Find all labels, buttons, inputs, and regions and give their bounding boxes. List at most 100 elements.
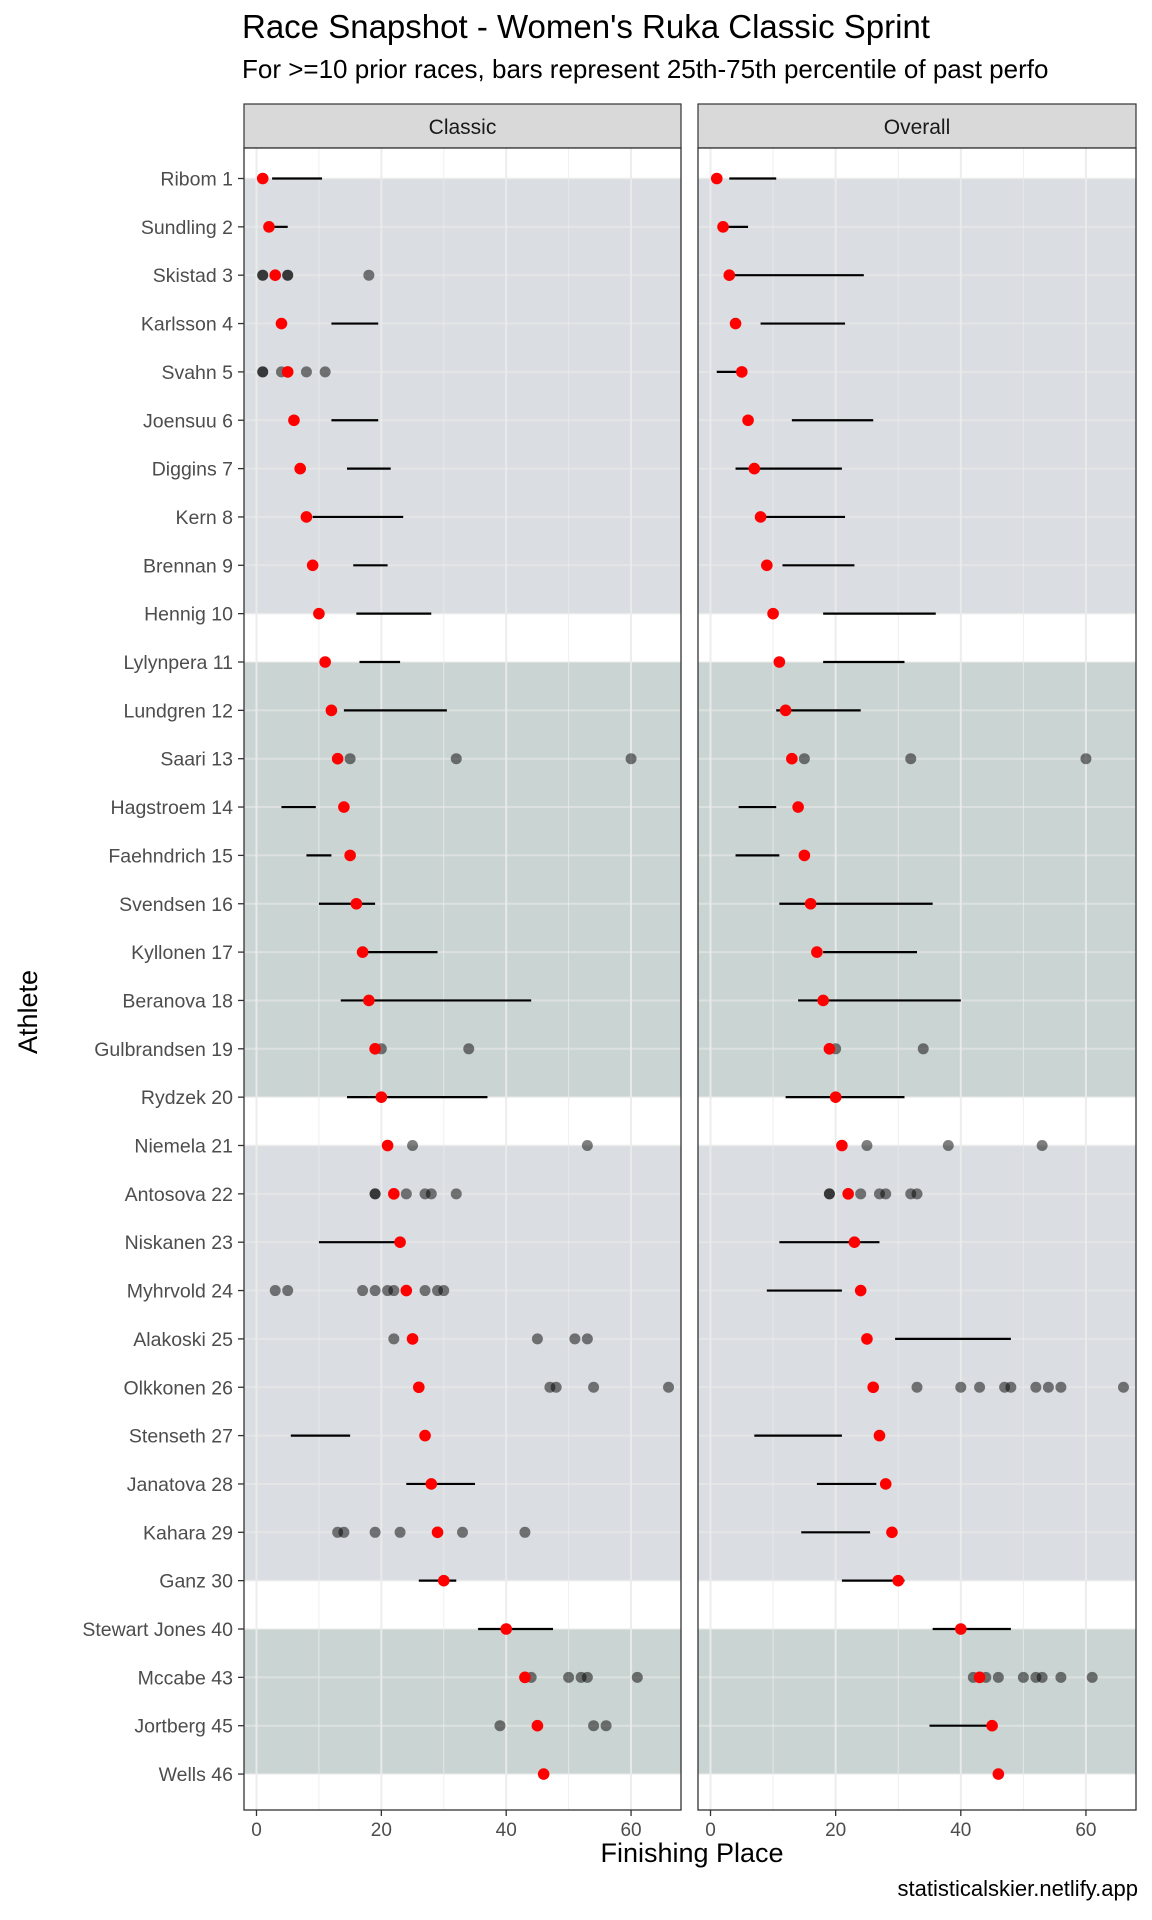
current-result-point [325,704,338,717]
current-result-point [388,1188,400,1200]
current-result-point [867,1381,879,1394]
past-result-point [425,1188,437,1200]
current-result-point [331,752,344,765]
past-result-point [338,1526,350,1538]
athlete-label: Ganz 30 [159,1571,233,1593]
past-result-point [369,1285,381,1297]
current-result-point [344,849,356,862]
athlete-label: Sundling 2 [141,217,233,239]
athlete-label: Skistad 3 [153,265,233,287]
current-result-point [767,607,779,620]
past-result-point [581,1333,593,1345]
past-result-point [531,1333,543,1345]
x-tick-label: 20 [825,1820,846,1841]
group-band [244,662,681,1098]
past-result-point [1017,1671,1029,1683]
past-result-point [1036,1140,1048,1151]
current-result-point [263,221,275,233]
current-result-point [786,752,798,765]
athlete-label: Mccabe 43 [138,1667,233,1689]
past-result-point [344,753,356,765]
current-result-point [400,1284,413,1297]
past-result-point [563,1671,575,1683]
current-result-point [375,1091,388,1103]
past-result-point [550,1381,562,1393]
current-result-point [281,366,294,378]
past-result-point [905,753,917,765]
past-result-point [438,1285,450,1297]
current-result-point [256,172,269,185]
current-result-point [798,849,811,862]
past-result-point [1005,1381,1017,1393]
athlete-label: Kyllonen 17 [131,942,233,964]
y-axis-label: Athlete [13,970,43,1054]
current-result-point [736,366,748,378]
current-result-point [288,414,300,427]
current-result-point [437,1574,450,1587]
current-result-point [356,946,369,958]
athlete-label: Niemela 21 [134,1136,233,1158]
past-result-point [974,1381,986,1393]
past-result-point [388,1285,400,1297]
current-result-point [861,1333,873,1345]
athlete-label: Olkkonen 26 [124,1377,234,1399]
past-result-point [282,269,294,281]
past-result-point [955,1381,967,1393]
past-result-point [282,1285,294,1297]
chart-title: Race Snapshot - Women's Ruka Classic Spr… [242,8,930,45]
past-result-point [942,1140,954,1151]
past-result-point [600,1720,612,1732]
x-tick-label: 0 [251,1820,262,1841]
current-result-point [742,414,754,427]
current-result-point [394,1236,406,1248]
past-result-point [1036,1671,1048,1683]
current-result-point [729,317,742,330]
past-result-point [861,1140,873,1151]
panel-plot-area [698,148,1136,1810]
athlete-label: Jortberg 45 [134,1716,233,1738]
past-result-point [1086,1671,1098,1683]
past-result-point [1030,1381,1042,1393]
current-result-point [892,1574,905,1587]
past-result-point [663,1381,675,1393]
athlete-label: Myhrvold 24 [127,1281,233,1303]
athlete-label: Svendsen 16 [119,894,233,916]
athlete-label: Stewart Jones 40 [82,1619,233,1641]
athlete-label: Niskanen 23 [125,1232,233,1254]
athlete-label: Ribom 1 [160,169,233,191]
current-result-point [848,1236,861,1248]
panel-plot-area [244,148,681,1810]
athlete-label: Beranova 18 [122,990,233,1012]
current-result-point [792,801,804,813]
past-result-point [798,753,810,765]
x-tick-label: 60 [620,1820,641,1841]
athlete-label: Hagstroem 14 [111,797,234,819]
past-result-point [394,1526,406,1538]
athlete-label: Brennan 9 [143,555,233,577]
past-result-point [450,1188,462,1200]
athlete-label: Gulbrandsen 19 [94,1039,233,1061]
past-result-point [269,1285,281,1297]
past-result-point [917,1043,929,1055]
current-result-point [804,897,817,910]
past-result-point [588,1381,600,1393]
athlete-label: Svahn 5 [161,362,233,384]
athlete-label: Stenseth 27 [129,1426,233,1448]
athlete-label: Antosova 22 [125,1184,233,1206]
past-result-point [1055,1671,1067,1683]
current-result-point [754,511,767,523]
past-result-point [581,1671,593,1683]
athlete-label: Wells 46 [159,1764,233,1786]
athlete-label: Saari 13 [160,749,233,771]
facet-strip [697,103,1137,149]
current-result-point [319,656,331,668]
past-result-point [1080,753,1092,765]
current-result-point [419,1429,431,1442]
current-result-point [531,1719,544,1732]
current-result-point [381,1139,394,1152]
athlete-label: Karlsson 4 [141,314,233,336]
group-band [698,178,1136,614]
past-result-point [1117,1381,1129,1393]
current-result-point [710,172,723,185]
x-tick-label: 60 [1075,1820,1096,1841]
